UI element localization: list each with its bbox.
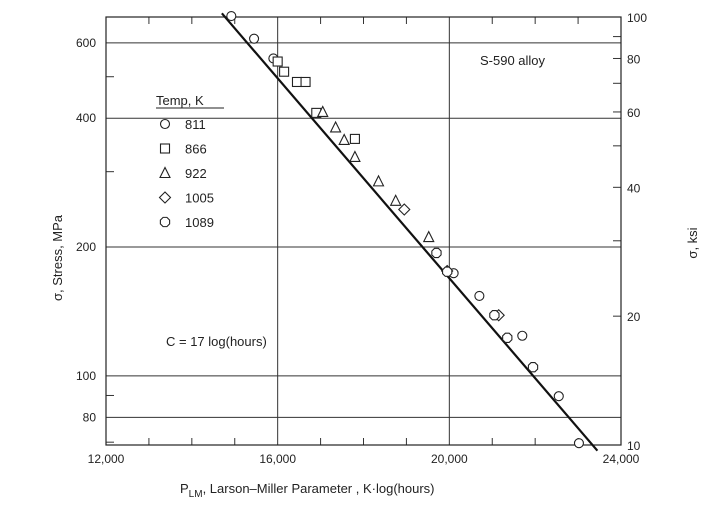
y-left-tick-label: 80 <box>83 410 97 424</box>
data-point-1089 <box>489 310 500 321</box>
y-left-tick-label: 600 <box>76 36 96 50</box>
x-axis-title-main: P <box>180 481 189 496</box>
legend-label: 811 <box>185 117 206 132</box>
y-right-tick-label: 40 <box>627 181 641 195</box>
data-point-811 <box>517 330 528 341</box>
legend-marker-811 <box>159 118 171 130</box>
data-point-811 <box>573 438 584 449</box>
legend-marker-1089 <box>159 216 171 228</box>
y-right-tick-label: 100 <box>627 11 647 25</box>
data-point-1089 <box>442 266 453 277</box>
data-point-922 <box>422 230 435 243</box>
legend: Temp, K 811 866 922 1005 1089 <box>156 93 224 230</box>
y-axis-left-title: σ, Stress, MPa <box>50 214 65 301</box>
legend-marker-1005 <box>158 191 172 204</box>
data-point-811 <box>226 11 237 22</box>
x-axis-title-rest: , Larson–Miller Parameter , K·log(hours) <box>203 481 435 496</box>
data-point-811 <box>474 290 485 301</box>
legend-label: 866 <box>185 142 207 157</box>
legend-marker-866 <box>159 143 171 154</box>
legend-label: 1089 <box>185 215 214 230</box>
x-tick-label: 20,000 <box>431 452 468 466</box>
data-point-922 <box>372 174 385 187</box>
y-right-tick-label: 20 <box>627 310 641 324</box>
data-point-866 <box>279 66 290 77</box>
data-points <box>226 11 584 449</box>
x-tick-label: 12,000 <box>88 452 125 466</box>
tick-labels: 12,000 16,000 20,000 24,000 80 100 200 400 600 10… <box>76 11 647 466</box>
y-left-tick-label: 100 <box>76 369 96 383</box>
data-point-1089 <box>431 247 442 259</box>
x-axis-title-sub: LM <box>189 489 203 500</box>
data-point-922 <box>329 120 342 133</box>
data-point-866 <box>349 133 360 144</box>
data-point-1089 <box>502 332 513 343</box>
legend-marker-922 <box>159 166 171 179</box>
legend-entries: 811 866 922 1005 1089 <box>158 117 214 230</box>
fit-line <box>221 12 599 452</box>
data-point-1089 <box>527 361 539 373</box>
data-point-922 <box>316 105 329 118</box>
legend-label: 1005 <box>185 191 214 206</box>
data-point-866 <box>272 56 283 67</box>
grid-lines <box>106 17 621 445</box>
data-point-866 <box>291 76 303 88</box>
y-right-tick-label: 10 <box>627 439 641 453</box>
plot-frame <box>105 16 622 446</box>
data-point-922 <box>338 133 351 146</box>
data-point-811 <box>553 391 564 402</box>
alloy-annotation: S-590 alloy <box>480 53 546 68</box>
data-point-922 <box>389 194 402 206</box>
data-point-866 <box>300 76 311 88</box>
data-point-922 <box>349 150 361 162</box>
legend-label: 922 <box>185 166 207 181</box>
x-tick-label: 24,000 <box>603 452 640 466</box>
x-tick-label: 16,000 <box>259 452 296 466</box>
constant-annotation: C = 17 log(hours) <box>166 334 267 349</box>
legend-title: Temp, K <box>156 93 204 108</box>
y-left-tick-label: 400 <box>76 111 96 125</box>
y-right-tick-label: 60 <box>627 106 641 120</box>
y-right-tick-label: 80 <box>627 52 641 66</box>
data-point-811 <box>249 33 260 44</box>
y-left-tick-label: 200 <box>76 240 96 254</box>
x-axis-title: PLM, Larson–Miller Parameter , K·log(hou… <box>180 481 435 500</box>
y-axis-right-title: σ, ksi <box>685 227 700 258</box>
data-point-1005 <box>397 203 411 216</box>
axes <box>105 16 622 446</box>
fit-line-group <box>221 12 599 452</box>
